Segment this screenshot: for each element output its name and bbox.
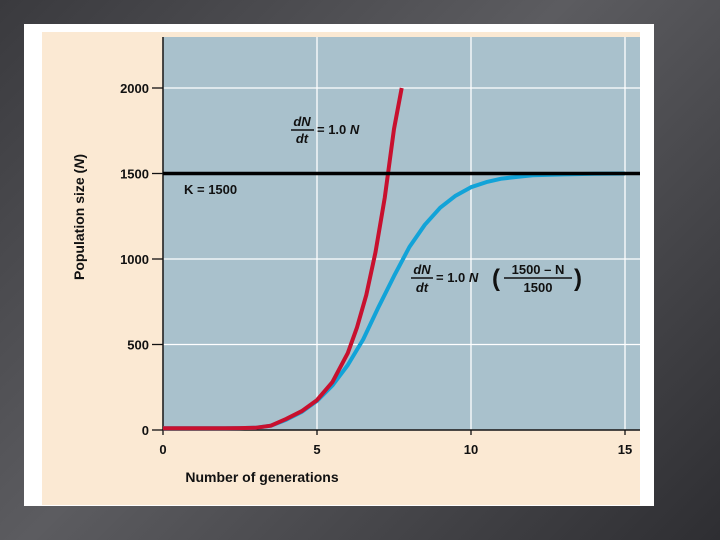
- tick-labels: 0 500 1000 1500 2000 0 5 10 15: [120, 81, 632, 457]
- log-eq-rhs: = 1.0 N: [436, 270, 479, 285]
- chart-panel: 0 500 1000 1500 2000 0 5 10 15 Number of generat…: [42, 32, 640, 505]
- exp-eq-numerator: dN: [293, 114, 311, 129]
- x-tick-label: 5: [313, 442, 320, 457]
- log-eq-frac-denominator: 1500: [524, 280, 553, 295]
- x-tick-label: 15: [618, 442, 632, 457]
- x-tick-label: 10: [464, 442, 478, 457]
- log-eq-close-paren: ): [574, 265, 582, 292]
- x-tick-label: 0: [159, 442, 166, 457]
- log-eq-numerator: dN: [413, 262, 431, 277]
- exp-eq-denominator: dt: [296, 131, 309, 146]
- capacity-label: K = 1500: [184, 182, 237, 197]
- exponential-growth-line: [163, 87, 404, 431]
- x-axis-title: Number of generations: [185, 469, 338, 485]
- exponential-equation: dN dt = 1.0 N: [291, 114, 360, 146]
- y-tick-label: 1500: [120, 167, 149, 182]
- y-tick-label: 2000: [120, 81, 149, 96]
- log-eq-frac-numerator: 1500 – N: [512, 262, 565, 277]
- y-tick-label: 0: [142, 423, 149, 438]
- exp-eq-rhs: = 1.0 N: [317, 122, 360, 137]
- log-eq-denominator: dt: [416, 280, 429, 295]
- population-growth-chart: 0 500 1000 1500 2000 0 5 10 15 Number of generat…: [71, 37, 640, 485]
- logistic-equation: dN dt = 1.0 N ( 1500 – N 1500 ): [411, 262, 582, 295]
- series-layer: [163, 87, 626, 431]
- y-tick-label: 500: [127, 338, 149, 353]
- y-tick-label: 1000: [120, 252, 149, 267]
- log-eq-open-paren: (: [492, 265, 500, 292]
- y-axis-title: Population size (N): [71, 154, 87, 280]
- plot-area: [163, 37, 640, 430]
